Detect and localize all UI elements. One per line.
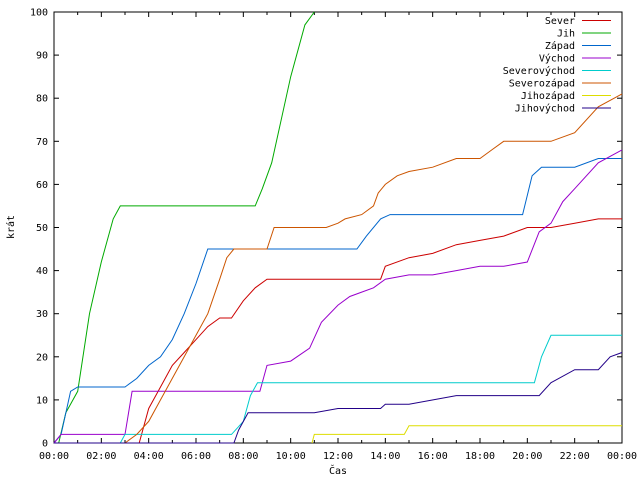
legend-label: Západ xyxy=(545,40,575,52)
x-tick-label: 18:00 xyxy=(465,451,495,462)
legend-label: Jihovýchod xyxy=(515,103,575,115)
y-axis: 0 10 20 30 40 50 60 70 80 90 100 xyxy=(30,8,622,450)
series-line-severovýchod xyxy=(54,334,622,444)
series-layer xyxy=(53,11,623,444)
legend-label: Severozápad xyxy=(509,78,575,90)
x-axis-label: Čas xyxy=(329,464,347,477)
x-tick-label: 04:00 xyxy=(134,451,164,462)
legend-label: Jih xyxy=(557,29,575,40)
series-line-jihovýchod xyxy=(54,352,623,444)
series-line-jih xyxy=(54,11,315,444)
x-tick-label: 00:00 xyxy=(607,451,637,462)
y-tick-label: 30 xyxy=(36,309,48,320)
legend-label: Sever xyxy=(545,16,575,27)
y-tick-label: 50 xyxy=(36,223,48,234)
x-tick-label: 06:00 xyxy=(181,451,211,462)
legend-label: Severovýchod xyxy=(503,65,575,77)
y-tick-label: 10 xyxy=(36,395,48,406)
x-tick-label: 02:00 xyxy=(86,451,116,462)
series-line-severozápad xyxy=(54,93,623,444)
x-tick-label: 16:00 xyxy=(418,451,448,462)
x-axis: 00:00 02:00 04:00 06:00 08:00 10:00 12:00 14:00… xyxy=(39,12,637,462)
y-tick-label: 80 xyxy=(36,94,48,105)
x-tick-label: 14:00 xyxy=(370,451,400,462)
y-tick-label: 20 xyxy=(36,352,48,363)
y-tick-label: 100 xyxy=(30,8,48,19)
x-tick-label: 10:00 xyxy=(276,451,306,462)
x-tick-label: 12:00 xyxy=(323,451,353,462)
x-tick-label: 00:00 xyxy=(39,451,69,462)
legend-label: Jihozápad xyxy=(521,90,575,102)
y-axis-label: krát xyxy=(5,215,17,239)
series-line-východ xyxy=(53,149,623,444)
y-tick-label: 90 xyxy=(36,51,48,62)
y-tick-label: 0 xyxy=(42,439,48,450)
legend-label: Východ xyxy=(539,53,575,65)
series-line-jihozápad xyxy=(311,425,622,444)
y-tick-label: 60 xyxy=(36,180,48,191)
y-tick-label: 40 xyxy=(36,266,48,277)
legend: Sever JihZápadVýchodSeverovýchodSeverozáp… xyxy=(503,16,611,115)
x-tick-label: 22:00 xyxy=(560,451,590,462)
x-tick-label: 08:00 xyxy=(228,451,258,462)
series-line-sever xyxy=(54,218,622,444)
y-tick-label: 70 xyxy=(36,137,48,148)
x-tick-label: 20:00 xyxy=(512,451,542,462)
